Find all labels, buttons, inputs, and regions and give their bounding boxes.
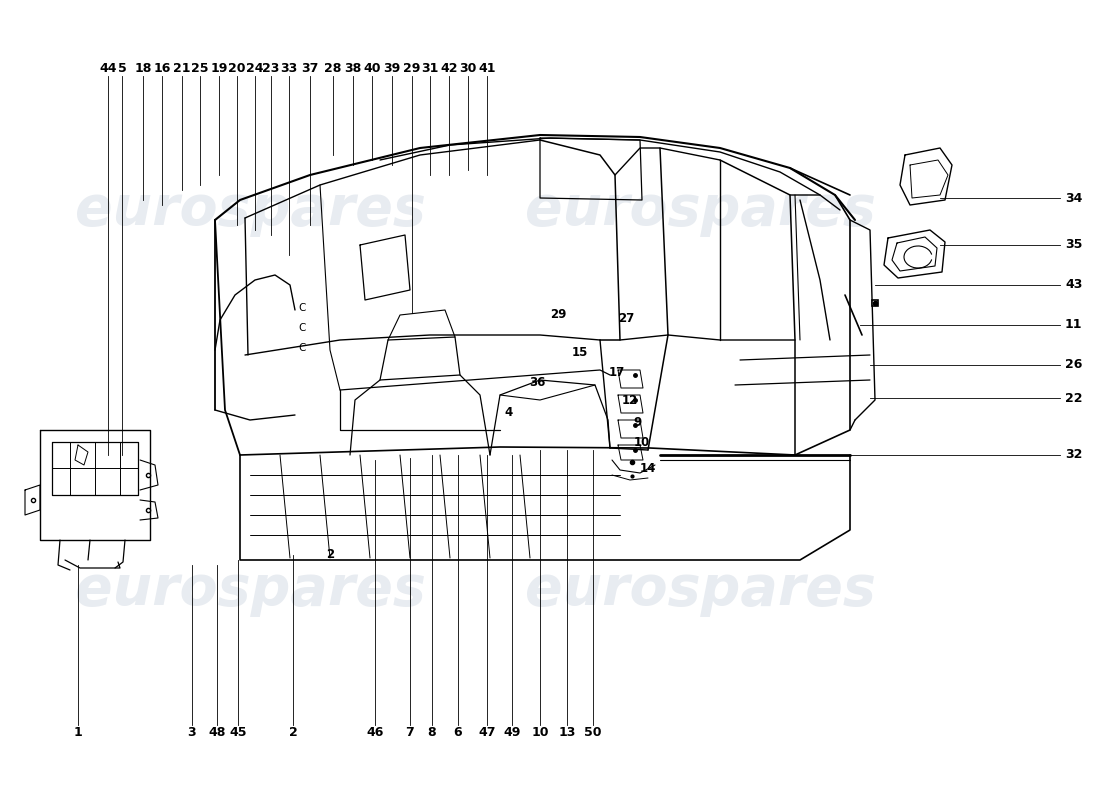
Text: 50: 50 [584,726,602,739]
Text: 45: 45 [229,726,246,739]
Text: 44: 44 [99,62,117,74]
Text: 5: 5 [118,62,127,74]
Text: 38: 38 [344,62,362,74]
Text: 2: 2 [326,549,334,562]
Text: 31: 31 [421,62,439,74]
Text: 36: 36 [529,377,546,390]
Text: 26: 26 [1065,358,1082,371]
Text: 18: 18 [134,62,152,74]
Text: 11: 11 [1065,318,1082,331]
Text: 10: 10 [531,726,549,739]
Text: 7: 7 [406,726,415,739]
Text: 16: 16 [153,62,170,74]
Text: 14: 14 [640,462,657,474]
Text: 40: 40 [363,62,381,74]
Text: 28: 28 [324,62,342,74]
Text: 8: 8 [428,726,437,739]
Text: 42: 42 [440,62,458,74]
Text: 9: 9 [632,415,641,429]
Text: 2: 2 [288,726,297,739]
Text: 37: 37 [301,62,319,74]
Text: eurospares: eurospares [525,183,876,237]
Text: 41: 41 [478,62,496,74]
Text: 25: 25 [191,62,209,74]
Text: 43: 43 [1065,278,1082,291]
Text: eurospares: eurospares [525,563,876,617]
Text: 29: 29 [550,309,566,322]
Text: 49: 49 [504,726,520,739]
Text: 6: 6 [453,726,462,739]
Text: 3: 3 [188,726,196,739]
Text: 39: 39 [384,62,400,74]
Text: 1: 1 [74,726,82,739]
Text: 4: 4 [505,406,513,418]
Text: eurospares: eurospares [75,183,426,237]
Text: 12: 12 [621,394,638,406]
Text: 13: 13 [559,726,575,739]
Text: 30: 30 [460,62,476,74]
Text: 24: 24 [246,62,264,74]
Text: 27: 27 [618,311,634,325]
Text: C: C [298,323,306,333]
Text: 34: 34 [1065,191,1082,205]
Text: 21: 21 [174,62,190,74]
Text: 20: 20 [229,62,245,74]
Text: 23: 23 [262,62,279,74]
Text: C: C [298,343,306,353]
Text: 33: 33 [280,62,298,74]
Text: 10: 10 [634,437,650,450]
Text: 46: 46 [366,726,384,739]
Text: 15: 15 [572,346,588,358]
Text: C: C [298,303,306,313]
Text: 17: 17 [609,366,625,378]
Text: 35: 35 [1065,238,1082,251]
Text: 47: 47 [478,726,496,739]
Text: 19: 19 [210,62,228,74]
Text: 29: 29 [404,62,420,74]
Text: 32: 32 [1065,449,1082,462]
Text: 22: 22 [1065,391,1082,405]
Text: 48: 48 [208,726,226,739]
Text: eurospares: eurospares [75,563,426,617]
